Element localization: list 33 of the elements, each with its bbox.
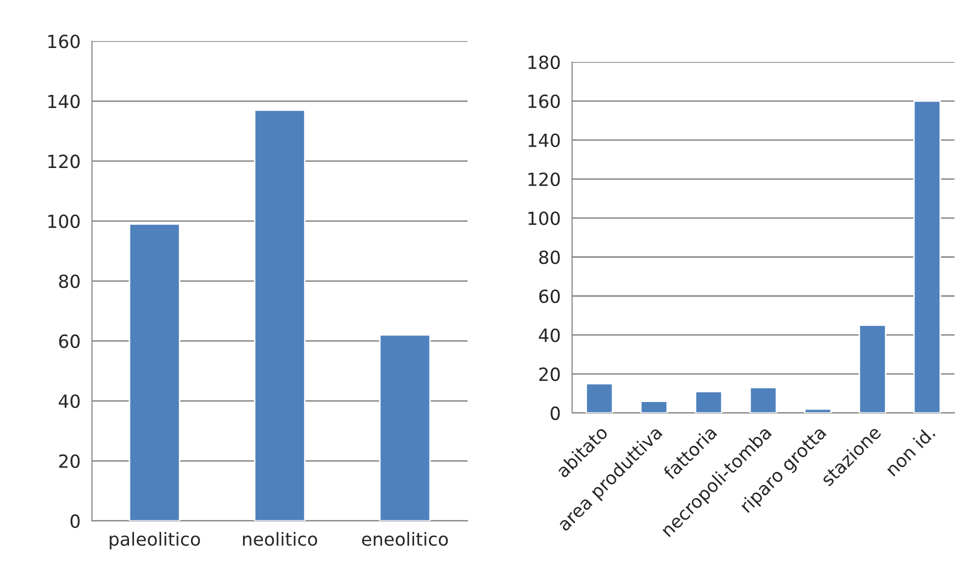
y-tick-label: 180 — [528, 56, 560, 70]
x-tick-label: eneolitico — [362, 532, 448, 546]
y-tick-label: 100 — [48, 214, 80, 228]
x-tick-label: non id. — [884, 425, 936, 477]
bar — [128, 223, 180, 521]
bar — [586, 383, 614, 413]
y-tick-label: 20 — [539, 367, 560, 382]
y-tick-label: 60 — [539, 289, 560, 304]
y-tick-label: 160 — [528, 94, 560, 108]
bar — [254, 109, 306, 521]
y-tick-label: 120 — [528, 172, 560, 186]
x-tick-label: paleolitico — [110, 532, 200, 550]
y-tick-label: 0 — [550, 406, 560, 420]
y-tick-label: 80 — [539, 250, 560, 264]
y-tick-label: 100 — [528, 211, 560, 226]
y-tick-label: 140 — [528, 133, 560, 148]
y-tick-label: 40 — [58, 394, 80, 408]
y-tick-label: 40 — [538, 328, 560, 342]
y-tick-label: 60 — [59, 334, 80, 348]
y-tick-label: 80 — [59, 274, 80, 288]
bar — [749, 386, 778, 413]
y-tick-label: 120 — [48, 154, 80, 168]
bar — [694, 390, 722, 413]
bar — [913, 100, 941, 413]
bar — [379, 334, 431, 521]
bar — [640, 400, 668, 413]
x-tick-label: neolitico — [243, 532, 318, 546]
y-tick-label: 20 — [59, 454, 80, 468]
bar — [858, 324, 886, 413]
y-tick-label: 140 — [48, 94, 80, 108]
bar — [804, 408, 832, 413]
y-tick-label: 0 — [70, 514, 80, 528]
y-tick-label: 160 — [48, 34, 80, 48]
